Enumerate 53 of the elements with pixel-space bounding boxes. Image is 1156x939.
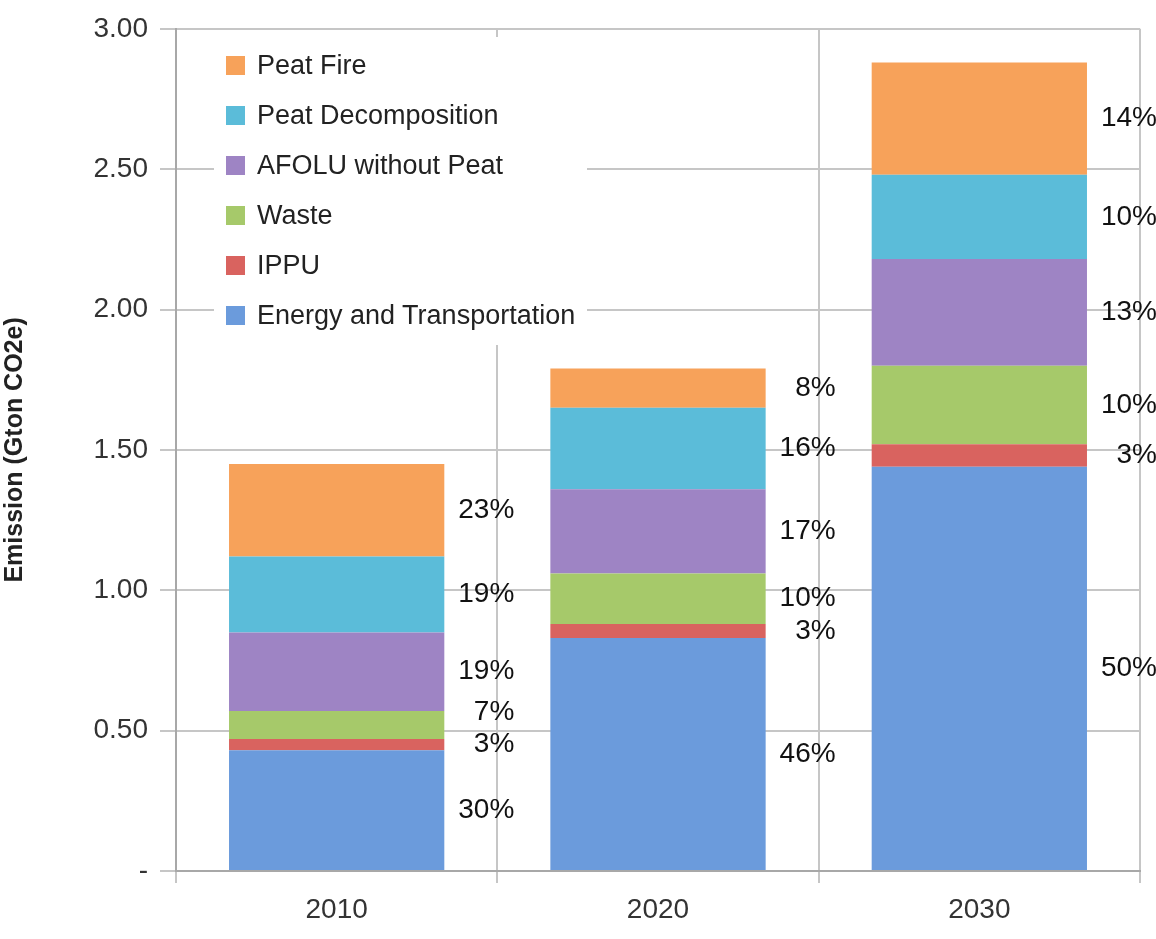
bar: [871, 259, 1087, 366]
x-tick-label: 2030: [948, 892, 1011, 924]
annotation: 7%: [473, 695, 515, 727]
bar: [229, 632, 445, 711]
bar: [229, 750, 445, 870]
bar: [229, 463, 445, 557]
annotation: 3%: [795, 613, 836, 645]
bar: [871, 62, 1087, 175]
bar: [871, 365, 1087, 445]
annotation: 16%: [779, 431, 836, 463]
legend-label: Energy and Transportation: [257, 300, 576, 332]
annotation: 13%: [1100, 295, 1156, 327]
annotation: 30%: [458, 792, 515, 824]
bar: [871, 444, 1087, 467]
bar: [229, 556, 445, 633]
annotation: 14%: [1100, 101, 1156, 133]
bar: [550, 489, 766, 574]
bar: [871, 174, 1087, 259]
annotation: 17%: [779, 514, 836, 546]
bar: [550, 573, 766, 624]
legend-label: Peat Decomposition: [257, 100, 499, 132]
annotation: 3%: [473, 727, 515, 759]
annotation: 46%: [779, 736, 836, 768]
y-tick-label: 2.50: [93, 151, 148, 183]
bar: [229, 739, 445, 751]
y-tick-label: 3.00: [93, 11, 148, 43]
legend-label: IPPU: [257, 250, 321, 282]
annotation: 23%: [458, 492, 515, 524]
annotation: 10%: [779, 581, 836, 613]
x-tick-label: 2010: [305, 892, 368, 924]
legend-label: AFOLU without Peat: [257, 150, 504, 182]
bar: [871, 466, 1087, 870]
y-tick-label: 1.50: [93, 432, 148, 464]
annotation: 10%: [1100, 199, 1156, 231]
annotation: 3%: [1116, 438, 1156, 470]
annotation: 19%: [458, 654, 515, 686]
legend-label: Peat Fire: [257, 50, 367, 82]
annotation: 10%: [1100, 387, 1156, 419]
bar: [229, 710, 445, 740]
legend-label: Waste: [257, 200, 333, 232]
annotation: 19%: [458, 577, 515, 609]
x-tick-label: 2020: [626, 892, 690, 924]
bar: [550, 407, 766, 490]
bar: [550, 623, 766, 638]
annotation: 8%: [795, 370, 836, 402]
bar: [550, 368, 766, 408]
y-tick-label: 1.00: [93, 572, 148, 604]
y-tick-label: -: [138, 853, 148, 885]
annotation: 50%: [1100, 651, 1156, 683]
bar: [550, 637, 766, 870]
y-axis-title: Emission (Gton CO2e): [0, 317, 27, 583]
y-tick-label: 0.50: [93, 713, 148, 745]
y-tick-label: 2.00: [93, 292, 148, 324]
